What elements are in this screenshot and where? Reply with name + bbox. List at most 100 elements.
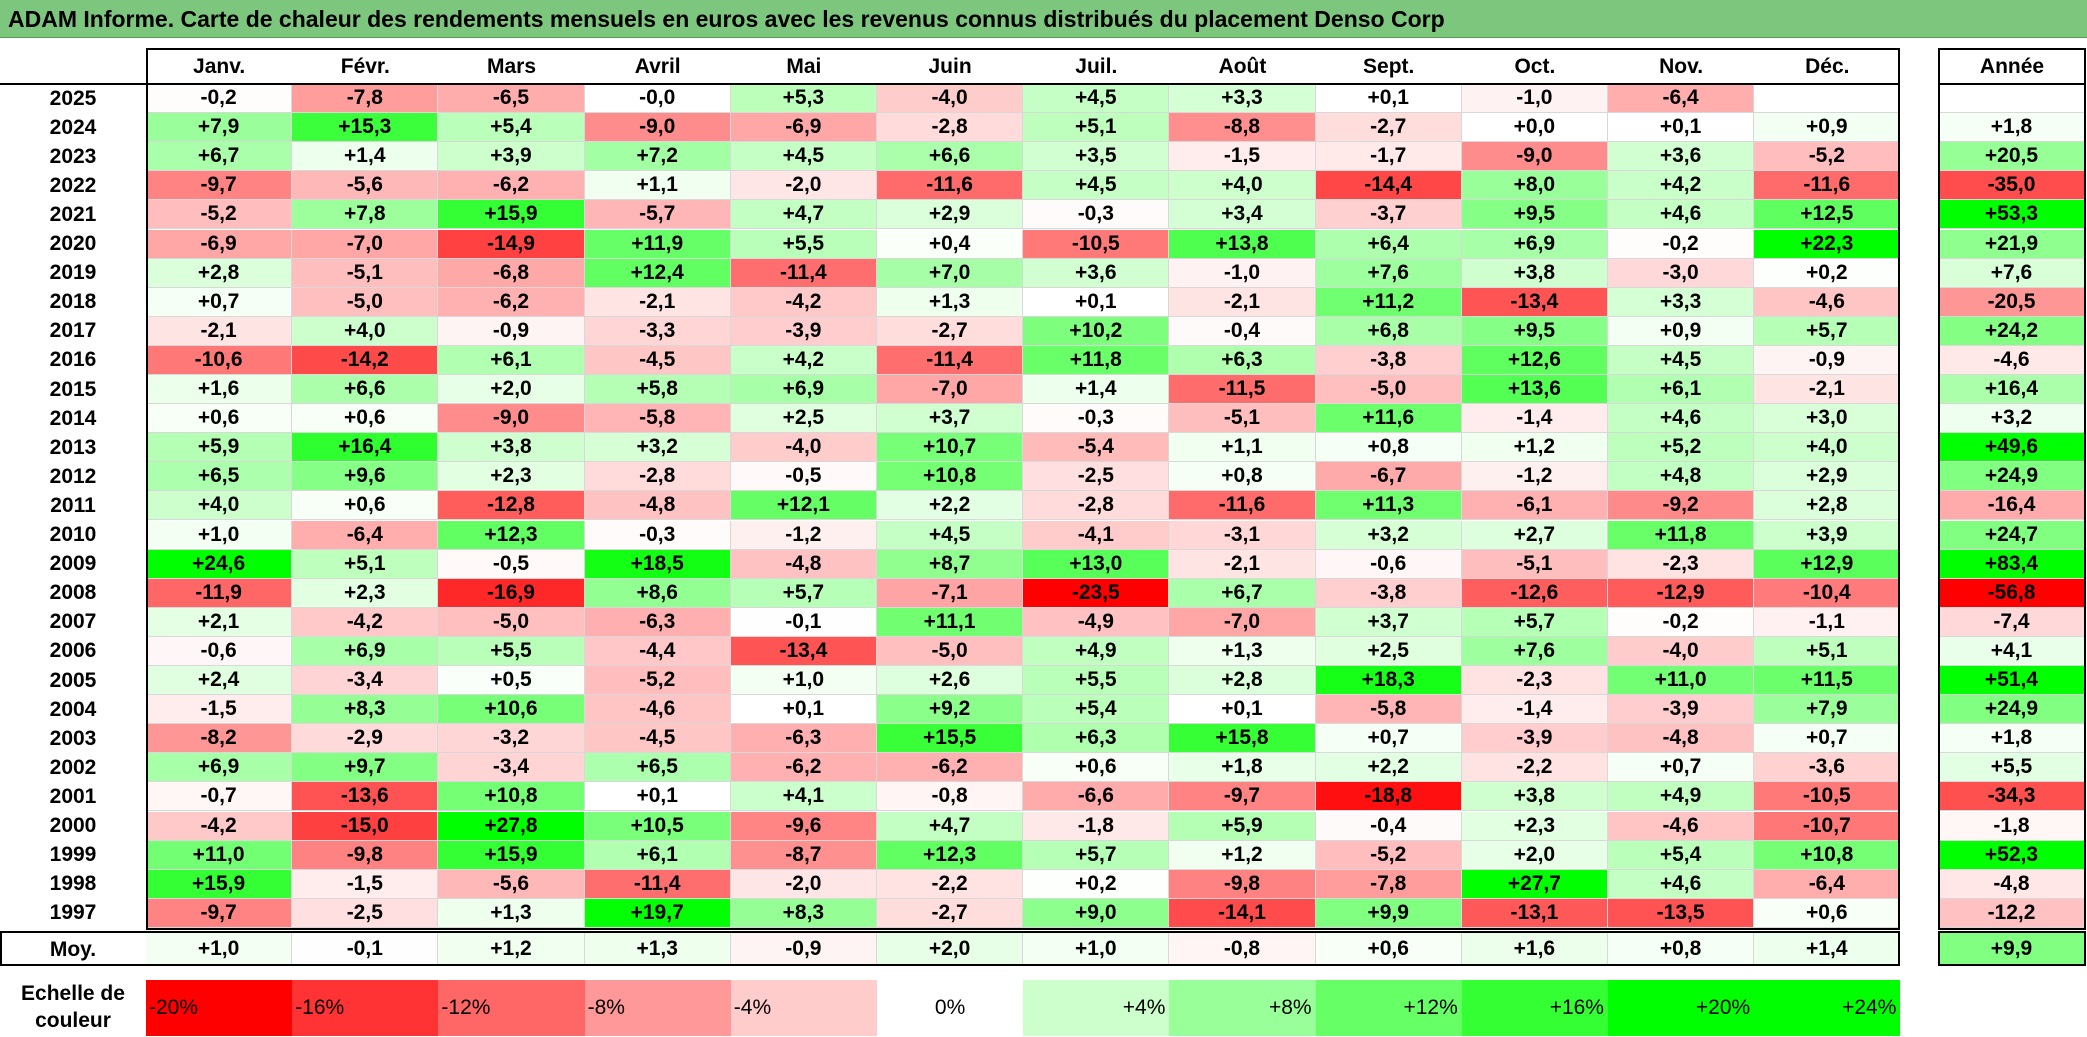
heatmap-cell: +12,4: [584, 258, 731, 288]
heatmap-cell: -4,0: [730, 433, 877, 463]
heatmap-cell: +1,2: [1461, 433, 1608, 463]
heatmap-cell: +12,5: [1754, 200, 1901, 230]
heatmap-cell: -2,3: [1608, 549, 1755, 579]
heatmap-cell: -5,2: [1754, 142, 1901, 172]
heatmap-cell: -9,7: [146, 898, 293, 928]
heatmap-cell: -8,2: [146, 724, 293, 754]
heatmap-cell: +5,7: [1023, 840, 1170, 870]
heatmap-cell: -4,6: [584, 695, 731, 725]
heatmap-cell: [1754, 84, 1901, 114]
heatmap-cell: +6,5: [584, 753, 731, 783]
heatmap-cell: -11,5: [1169, 375, 1316, 405]
annual-average-cell: +9,9: [1938, 933, 2086, 966]
heatmap-cell: +9,0: [1023, 898, 1170, 928]
heatmap-cell: -0,2: [1608, 229, 1755, 259]
heatmap-cell: +9,7: [292, 753, 439, 783]
annual-cell: +53,3: [1938, 200, 2086, 230]
heatmap-cell: +3,2: [1315, 520, 1462, 550]
heatmap-cell: -2,7: [1315, 113, 1462, 143]
heatmap-cell: -9,6: [730, 811, 877, 841]
row-year-label: 2017: [49, 319, 97, 343]
heatmap-cell: -3,4: [292, 666, 439, 696]
heatmap-cell: +2,8: [146, 258, 293, 288]
heatmap-cell: +9,5: [1461, 316, 1608, 346]
heatmap-cell: +0,8: [1169, 462, 1316, 492]
heatmap-cell: +5,7: [1461, 607, 1608, 637]
heatmap-cell: -10,5: [1754, 782, 1901, 812]
row-year-label: 2008: [49, 581, 97, 605]
heatmap-cell: +2,8: [1754, 491, 1901, 521]
heatmap-cell: -0,4: [1169, 316, 1316, 346]
heatmap-cell: -12,6: [1461, 578, 1608, 608]
heatmap-cell: +5,4: [1023, 695, 1170, 725]
heatmap-cell: +2,8: [1169, 666, 1316, 696]
heatmap-cell: +11,1: [877, 607, 1024, 637]
heatmap-cell: +2,0: [438, 375, 585, 405]
heatmap-cell: +11,2: [1315, 287, 1462, 317]
heatmap-cell: -5,2: [1315, 840, 1462, 870]
heatmap-cell: -1,5: [146, 695, 293, 725]
heatmap-cell: +3,6: [1023, 258, 1170, 288]
heatmap-cell: +0,1: [730, 695, 877, 725]
heatmap-cell: +2,9: [877, 200, 1024, 230]
average-cell: +0,8: [1608, 933, 1755, 966]
heatmap-cell: +6,9: [292, 636, 439, 666]
heatmap-cell: +8,3: [292, 695, 439, 725]
heatmap-cell: -5,7: [584, 200, 731, 230]
heatmap-cell: +8,3: [730, 898, 877, 928]
heatmap-cell: +2,1: [146, 607, 293, 637]
annual-cell: +16,4: [1938, 375, 2086, 405]
heatmap-cell: -0,6: [1315, 549, 1462, 579]
heatmap-cell: -4,6: [1608, 811, 1755, 841]
heatmap-cell: -2,5: [1023, 462, 1170, 492]
heatmap-cell: +0,4: [877, 229, 1024, 259]
heatmap-cell: +0,7: [1315, 724, 1462, 754]
heatmap-cell: +3,3: [1608, 287, 1755, 317]
header-underline: [0, 83, 1900, 85]
row-year-label: 2009: [49, 552, 97, 576]
heatmap-cell: +1,1: [584, 171, 731, 201]
heatmap-cell: +6,8: [1315, 316, 1462, 346]
heatmap-cell: +0,6: [1754, 898, 1901, 928]
color-scale-swatch: -12%: [438, 980, 585, 1036]
heatmap-cell: +5,5: [438, 636, 585, 666]
color-scale-swatch: -16%: [292, 980, 439, 1036]
heatmap-cell: +2,3: [292, 578, 439, 608]
average-cell: +1,3: [584, 933, 731, 966]
heatmap-cell: -5,0: [292, 287, 439, 317]
color-scale-swatch: +4%: [1023, 980, 1170, 1036]
heatmap-cell: -5,6: [438, 869, 585, 899]
heatmap-cell: +6,1: [438, 345, 585, 375]
heatmap-cell: +0,1: [1315, 84, 1462, 114]
row-year-label: 2014: [49, 406, 97, 430]
row-year-label: 2024: [49, 115, 97, 139]
heatmap-cell: -3,9: [1461, 724, 1608, 754]
heatmap-cell: -7,8: [292, 84, 439, 114]
heatmap-cell: -5,1: [1169, 404, 1316, 434]
row-year-label: 2011: [50, 493, 96, 517]
heatmap-cell: -1,2: [1461, 462, 1608, 492]
heatmap-cell: +6,7: [146, 142, 293, 172]
heatmap-cell: -3,2: [438, 724, 585, 754]
heatmap-cell: +4,9: [1023, 636, 1170, 666]
heatmap-cell: -4,5: [584, 724, 731, 754]
heatmap-cell: +18,3: [1315, 666, 1462, 696]
heatmap-cell: -6,3: [730, 724, 877, 754]
annual-cell: +5,5: [1938, 753, 2086, 783]
annual-cell: -20,5: [1938, 287, 2086, 317]
heatmap-cell: +7,9: [146, 113, 293, 143]
row-year-label: 2013: [49, 435, 97, 459]
heatmap-cell: -0,3: [584, 520, 731, 550]
heatmap-cell: -0,6: [146, 636, 293, 666]
heatmap-cell: -6,8: [438, 258, 585, 288]
heatmap-cell: -5,2: [146, 200, 293, 230]
heatmap-cell: -2,8: [877, 113, 1024, 143]
heatmap-cell: +7,2: [584, 142, 731, 172]
heatmap-cell: +0,5: [438, 666, 585, 696]
column-header: Déc.: [1805, 54, 1850, 78]
heatmap-cell: +4,5: [730, 142, 877, 172]
heatmap-cell: -11,9: [146, 578, 293, 608]
heatmap-cell: +5,9: [146, 433, 293, 463]
heatmap-cell: +4,1: [730, 782, 877, 812]
heatmap-cell: -0,3: [1023, 404, 1170, 434]
